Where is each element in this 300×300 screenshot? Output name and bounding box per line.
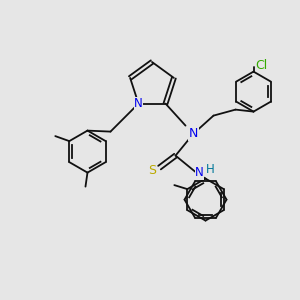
Text: Cl: Cl (255, 59, 268, 72)
Text: H: H (206, 163, 215, 176)
Text: S: S (148, 164, 157, 177)
Text: N: N (189, 127, 198, 140)
Text: N: N (134, 97, 143, 110)
Text: N: N (195, 166, 204, 179)
